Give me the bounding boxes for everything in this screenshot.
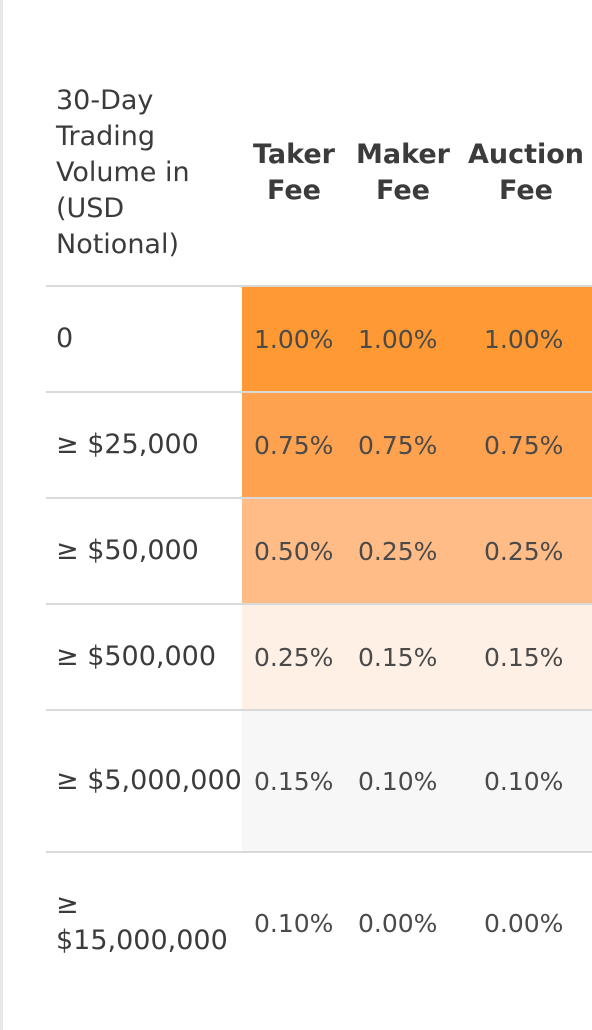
volume-cell: ≥ $500,000 [46,604,242,711]
table-row: ≥ $50,000 0.50% 0.25% 0.25% [46,498,592,605]
header-auction-fee: Auction Fee [460,60,592,287]
auction-fee-cell: 0.75% [460,392,592,499]
table-row: ≥ $5,000,000 0.15% 0.10% 0.10% [46,710,592,853]
taker-fee-cell: 0.75% [242,392,346,499]
auction-fee-cell: 0.10% [460,710,592,853]
volume-cell: 0 [46,286,242,393]
volume-cell: ≥ $15,000,000 [56,889,228,956]
maker-fee-cell: 0.25% [346,498,460,605]
maker-fee-cell: 0.15% [346,604,460,711]
maker-fee-cell: 0.75% [346,392,460,499]
table-row: 0 1.00% 1.00% 1.00% [46,286,592,393]
maker-fee-cell: 1.00% [346,286,460,393]
maker-fee-cell: 0.10% [346,710,460,853]
header-taker-fee: Taker Fee [242,60,346,287]
taker-fee-cell: 0.10% [242,852,346,993]
table-header-row: 30-Day Trading Volume in (USD Notional) … [46,60,592,287]
header-volume: 30-Day Trading Volume in (USD Notional) [46,60,242,287]
taker-fee-cell: 0.25% [242,604,346,711]
auction-fee-cell: 0.25% [460,498,592,605]
auction-fee-cell: 1.00% [460,286,592,393]
header-maker-fee: Maker Fee [346,60,460,287]
fee-schedule-table: 30-Day Trading Volume in (USD Notional) … [46,60,592,993]
table-row: ≥ $25,000 0.75% 0.75% 0.75% [46,392,592,499]
taker-fee-cell: 0.50% [242,498,346,605]
taker-fee-cell: 1.00% [242,286,346,393]
table-row: ≥ $500,000 0.25% 0.15% 0.15% [46,604,592,711]
volume-cell: ≥ $25,000 [46,392,242,499]
auction-fee-cell: 0.15% [460,604,592,711]
volume-cell: ≥ $50,000 [46,498,242,605]
volume-cell: ≥ $5,000,000 [46,710,242,853]
maker-fee-cell: 0.00% [346,852,460,993]
table-row: ≥ $15,000,000 0.10% 0.00% 0.00% [46,852,592,993]
taker-fee-cell: 0.15% [242,710,346,853]
auction-fee-cell: 0.00% [460,852,592,993]
